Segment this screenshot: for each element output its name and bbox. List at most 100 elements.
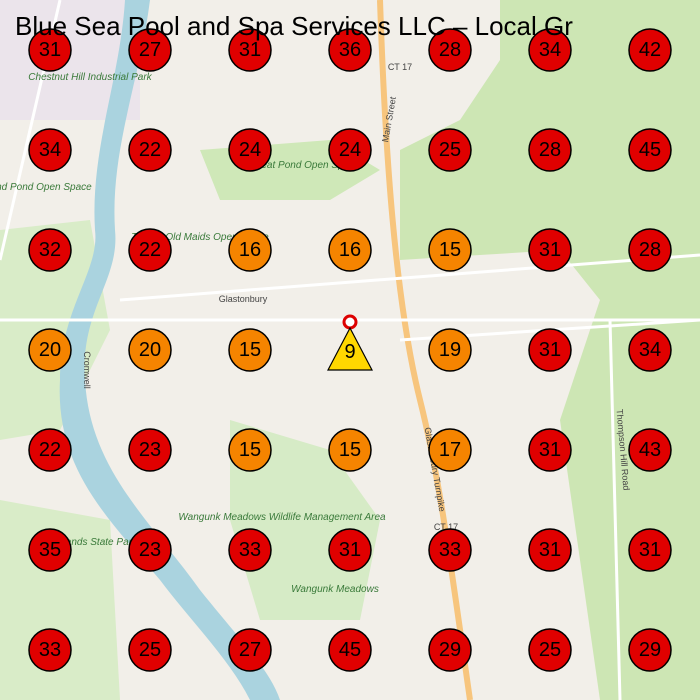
rank-marker (228, 128, 272, 172)
rank-marker (628, 28, 672, 72)
rank-marker (128, 328, 172, 372)
pin (342, 314, 358, 330)
rank-marker (228, 628, 272, 672)
rank-marker (528, 328, 572, 372)
rank-label: 25 (439, 139, 461, 161)
rank-marker (528, 228, 572, 272)
rank-label: 22 (39, 439, 61, 461)
rank-label: 25 (139, 639, 161, 661)
rank-label: 31 (539, 539, 561, 561)
rank-label: 20 (39, 339, 61, 361)
rank-label: 34 (39, 139, 61, 161)
rank-marker (428, 128, 472, 172)
rank-marker (128, 528, 172, 572)
rank-marker (428, 28, 472, 72)
map-label: Cromwell (82, 351, 92, 389)
rank-label: 35 (39, 539, 61, 561)
park (0, 500, 120, 700)
rank-label: 15 (239, 339, 261, 361)
rank-label: 15 (239, 439, 261, 461)
rank-marker (228, 28, 272, 72)
rank-label: 33 (39, 639, 61, 661)
map-label: Glastonbury (219, 294, 268, 304)
rank-label: 19 (439, 339, 461, 361)
rank-label: 31 (39, 39, 61, 61)
rank-marker (628, 428, 672, 472)
rank-marker (628, 328, 672, 372)
rank-marker (528, 628, 572, 672)
rank-marker (28, 28, 72, 72)
rank-label: 45 (339, 639, 361, 661)
map-label: CT 17 (388, 62, 412, 72)
rank-label: 31 (239, 39, 261, 61)
rank-label: 42 (639, 39, 661, 61)
map-label: Great Pond Open Space (250, 160, 360, 171)
rank-label: 23 (139, 439, 161, 461)
rank-label: 29 (639, 639, 661, 661)
rank-marker (628, 628, 672, 672)
rank-marker (228, 428, 272, 472)
title: Blue Sea Pool and Spa Services LLC – Loc… (15, 11, 573, 41)
rank-label: 28 (639, 239, 661, 261)
rank-label: 36 (339, 39, 361, 61)
rank-marker (28, 528, 72, 572)
rank-marker (28, 128, 72, 172)
rank-marker (528, 128, 572, 172)
river (59, 0, 281, 700)
rank-label: 31 (539, 339, 561, 361)
rank-label: 23 (139, 539, 161, 561)
rank-marker (228, 328, 272, 372)
rank-marker (128, 128, 172, 172)
rank-label: 33 (439, 539, 461, 561)
rank-label: 28 (539, 139, 561, 161)
rank-label: 20 (139, 339, 161, 361)
rank-label: 15 (339, 439, 361, 461)
rank-label: 27 (239, 639, 261, 661)
rank-label: 16 (339, 239, 361, 261)
rank-marker (428, 228, 472, 272)
rank-label: 15 (439, 239, 461, 261)
rank-marker (528, 528, 572, 572)
rank-marker (428, 428, 472, 472)
rank-marker (628, 128, 672, 172)
rank-marker (328, 628, 372, 672)
rank-marker (128, 228, 172, 272)
map-label: Wangunk Meadows Wildlife Management Area (178, 512, 386, 523)
rank-label: 24 (239, 139, 261, 161)
rank-marker (28, 428, 72, 472)
rank-label: 33 (239, 539, 261, 561)
map-label: Chestnut Hill Industrial Park (28, 72, 152, 83)
rank-label: 27 (139, 39, 161, 61)
map-label: CT 17 (434, 522, 458, 532)
rank-marker (128, 428, 172, 472)
map-label: Wangunk Meadows (291, 584, 379, 595)
rank-label: 34 (639, 339, 661, 361)
highway (377, 0, 473, 700)
rank-marker (328, 128, 372, 172)
rank-marker (28, 228, 72, 272)
rank-marker (628, 228, 672, 272)
rank-marker (328, 28, 372, 72)
map-label: T. & M. Old Maids Open Space (131, 232, 269, 243)
rank-label: 16 (239, 239, 261, 261)
rank-label: 22 (139, 239, 161, 261)
industrial-area (0, 0, 140, 120)
rank-label: 31 (339, 539, 361, 561)
rank-label: 9 (344, 341, 355, 363)
rank-marker (28, 628, 72, 672)
rank-label: 31 (539, 239, 561, 261)
rank-label: 29 (439, 639, 461, 661)
rank-marker (228, 228, 272, 272)
rank-label: 32 (39, 239, 61, 261)
rank-label: 31 (639, 539, 661, 561)
map-label: Dividend Pond Open Space (0, 182, 92, 193)
rank-marker (428, 628, 472, 672)
rank-marker (328, 228, 372, 272)
rank-label: 24 (339, 139, 361, 161)
map-label: Highlands State Park (43, 537, 138, 548)
rank-marker (428, 328, 472, 372)
rank-marker (228, 528, 272, 572)
rank-marker (328, 428, 372, 472)
rank-marker (528, 28, 572, 72)
rank-label: 17 (439, 439, 461, 461)
